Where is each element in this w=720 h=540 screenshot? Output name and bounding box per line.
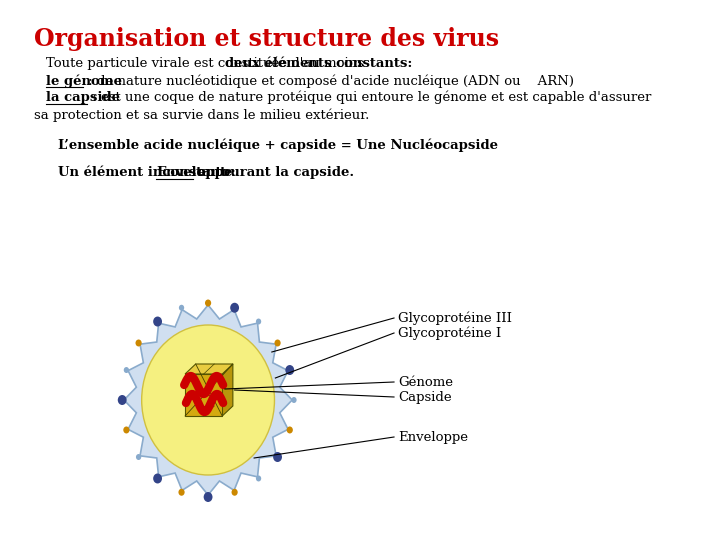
Circle shape [232, 489, 238, 496]
Text: Un élément inconstant :: Un élément inconstant : [58, 166, 240, 179]
Text: L’ensemble acide nucléique + capside = Une Nucléocapside: L’ensemble acide nucléique + capside = U… [58, 138, 498, 152]
Text: Toute particule virale est constituée d'au moins: Toute particule virale est constituée d'… [46, 57, 368, 71]
Text: : est une coque de nature protéique qui entoure le génome et est capable d'assur: : est une coque de nature protéique qui … [88, 91, 652, 105]
Circle shape [153, 474, 162, 483]
Circle shape [179, 489, 184, 496]
Text: deux éléments constants:: deux éléments constants: [225, 57, 413, 70]
Text: Capside: Capside [398, 390, 452, 403]
Circle shape [273, 452, 282, 462]
Circle shape [123, 427, 130, 434]
Circle shape [205, 300, 211, 307]
Text: sa protection et sa survie dans le milieu extérieur.: sa protection et sa survie dans le milie… [34, 108, 369, 122]
Circle shape [124, 367, 129, 373]
Text: : de nature nucléotidique et composé d'acide nucléique (ADN ou    ARN): : de nature nucléotidique et composé d'a… [84, 74, 574, 87]
Text: la capside: la capside [46, 91, 120, 104]
Circle shape [118, 395, 127, 405]
Circle shape [256, 319, 261, 325]
Circle shape [135, 340, 142, 347]
Text: entourant la capside.: entourant la capside. [193, 166, 354, 179]
Circle shape [179, 305, 184, 310]
Circle shape [285, 365, 294, 375]
Circle shape [142, 325, 274, 475]
Polygon shape [124, 305, 292, 495]
Circle shape [136, 454, 141, 460]
Text: Glycoprotéine III: Glycoprotéine III [398, 311, 513, 325]
Circle shape [153, 316, 162, 327]
Text: Génome: Génome [398, 375, 454, 388]
Text: le génome: le génome [46, 74, 122, 87]
Circle shape [204, 492, 212, 502]
Polygon shape [185, 374, 222, 416]
Polygon shape [185, 364, 233, 374]
Text: Enveloppe: Enveloppe [156, 166, 233, 179]
Circle shape [256, 476, 261, 482]
Text: Organisation et structure des virus: Organisation et structure des virus [34, 27, 499, 51]
Circle shape [287, 427, 293, 434]
Circle shape [230, 303, 239, 313]
Text: Enveloppe: Enveloppe [398, 430, 469, 443]
Circle shape [274, 340, 281, 347]
Text: Glycoprotéine I: Glycoprotéine I [398, 326, 502, 340]
Circle shape [292, 397, 297, 403]
Polygon shape [222, 364, 233, 416]
